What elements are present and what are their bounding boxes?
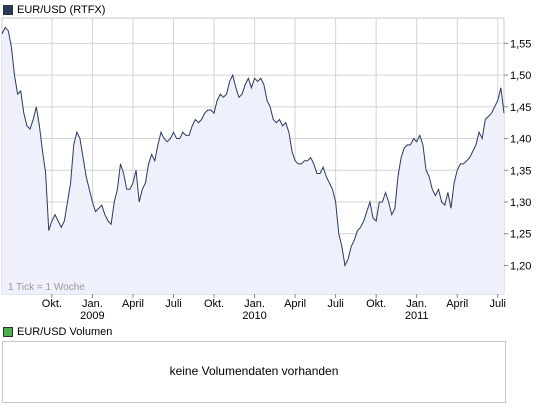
x-year-label: 2010 [242, 310, 266, 322]
x-tick-label: April [284, 298, 306, 310]
x-year-label: 2009 [80, 310, 104, 322]
y-tick-label: 1,35 [510, 165, 531, 177]
y-tick-label: 1,30 [510, 197, 531, 209]
x-tick-label: April [446, 298, 468, 310]
y-tick-label: 1,50 [510, 70, 531, 82]
x-tick-label: Jan. [82, 298, 103, 310]
price-legend: EUR/USD (RTFX) [3, 3, 105, 17]
price-panel-title: EUR/USD (RTFX) [17, 4, 106, 16]
x-tick-label: Juli [327, 298, 344, 310]
volume-series-swatch [3, 327, 13, 337]
y-tick-label: 1,40 [510, 134, 531, 146]
x-tick-label: Okt. [366, 298, 386, 310]
volume-panel: keine Volumendaten vorhanden [2, 341, 506, 403]
x-tick-label: Okt. [42, 298, 62, 310]
x-tick-label: Juli [165, 298, 182, 310]
y-tick-label: 1,20 [510, 260, 531, 272]
volume-panel-title: EUR/USD Volumen [17, 326, 113, 338]
y-tick-label: 1,55 [510, 38, 531, 50]
x-year-label: 2011 [405, 310, 429, 322]
axis-ticks: 1,20 1,25 1,30 1,35 1,40 1,45 1,50 1,55 Okt. Jan.… [42, 38, 532, 322]
price-series-swatch [3, 5, 13, 15]
price-chart: 1,20 1,25 1,30 1,35 1,40 1,45 1,50 1,55 Okt. Jan.… [1, 17, 532, 322]
x-tick-label: April [122, 298, 144, 310]
y-tick-label: 1,25 [510, 229, 531, 241]
tick-note: 1 Tick = 1 Woche [8, 282, 85, 293]
y-tick-label: 1,45 [510, 102, 531, 114]
volume-empty-message: keine Volumendaten vorhanden [169, 364, 339, 378]
x-tick-label: Juli [490, 298, 507, 310]
x-tick-label: Okt. [204, 298, 224, 310]
series-line [1, 26, 505, 268]
volume-legend: EUR/USD Volumen [3, 325, 112, 339]
series-area [2, 27, 504, 295]
x-tick-label: Jan. [244, 298, 265, 310]
x-tick-label: Jan. [406, 298, 427, 310]
